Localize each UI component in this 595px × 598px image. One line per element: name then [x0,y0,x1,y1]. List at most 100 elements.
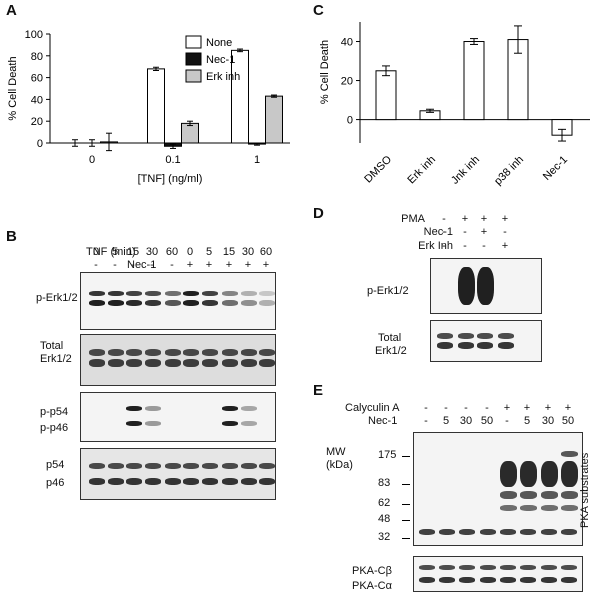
panel-label-c: C [313,2,324,19]
x-tick-label: Jnk inh [449,154,482,187]
nec-sign: 50 [561,415,575,427]
band [500,505,517,511]
band [89,291,105,296]
nec-sign: - [424,415,428,427]
band [480,577,496,583]
blot-b4-label-bottom: p46 [46,477,65,489]
band [165,300,181,306]
band [541,529,557,535]
x-axis-label: [TNF] (ng/ml) [138,173,203,185]
band [89,463,105,469]
band [165,359,181,367]
band [259,359,275,367]
time-label: 0 [186,246,194,258]
band [561,451,578,457]
d-sign: - [442,226,446,238]
blot-b1-label: p-Erk1/2 [36,292,78,304]
band [165,478,181,485]
blot-d-p-erk [430,258,542,314]
mw-marker: 83 [378,477,391,489]
blot-b2-label-2: Erk1/2 [40,353,72,365]
d-sign: + [461,213,469,225]
band [89,349,105,356]
band [477,333,493,339]
y-axis-label: % Cell Death [7,56,19,120]
band [126,406,142,411]
band [222,349,238,356]
bar [375,70,397,121]
band [259,291,275,296]
legend-label: Nec-1 [206,54,235,66]
band [541,565,557,570]
band [165,291,181,296]
band [241,359,257,367]
pka-ca-label: PKA-Cα [352,580,392,592]
blot-d1-label: p-Erk1/2 [367,285,409,297]
band [202,349,218,356]
d-sign: - [482,240,486,252]
time-label: 60 [259,246,273,258]
nec1-header-b: Nec-1 [127,259,157,271]
band [541,577,557,583]
band [477,267,494,305]
band [459,565,475,570]
band [145,291,161,296]
calyculin-sign: - [444,402,448,414]
band [183,349,199,356]
band [145,349,161,356]
band [165,349,181,356]
bar [265,95,283,144]
time-label: 15 [126,246,140,258]
mw-marker: 62 [378,497,391,509]
nec-sign: - [150,259,154,271]
legend-swatch [185,69,202,83]
band [241,463,257,469]
band [561,529,577,535]
band [222,359,238,367]
band [439,529,455,535]
band [108,478,124,485]
band [145,463,161,469]
x-tick-label: p38 inh [492,154,526,188]
y-tick-label: 20 [341,76,353,88]
mw-marker: 32 [378,531,391,543]
time-label: 30 [241,246,255,258]
band [89,300,105,306]
band [241,406,257,411]
band [477,342,493,349]
band [183,291,199,296]
blot-jnk [80,448,276,500]
band [108,463,124,469]
blot-pka-substrates [413,432,583,546]
panel-label-b: B [6,228,17,245]
band [561,461,578,487]
bar [463,41,485,121]
panel-label-e: E [313,382,324,399]
band [520,491,537,499]
pka-cb-label: PKA-Cβ [352,565,392,577]
nec-sign: + [186,259,194,271]
nec-sign: 30 [459,415,473,427]
nec-sign: - [113,259,117,271]
mw-tick [402,538,410,539]
band [259,349,275,356]
calyculin-sign: - [424,402,428,414]
blot-b2-label-1: Total [40,340,64,352]
blot-pka-c [413,556,583,592]
band [259,463,275,469]
legend-label: Erk inh [206,71,240,83]
blot-b3-label-bottom: p-p46 [40,422,69,434]
nec-sign: - [505,415,509,427]
band [498,333,514,339]
y-axis-label: % Cell Death [319,40,331,104]
calyculin-sign: - [485,402,489,414]
nec-sign: 50 [480,415,494,427]
calyculin-sign: + [564,402,572,414]
band [541,491,558,499]
band [145,406,161,411]
band [500,529,516,535]
band [520,565,536,570]
band [520,529,536,535]
band [202,300,218,306]
band [459,529,475,535]
